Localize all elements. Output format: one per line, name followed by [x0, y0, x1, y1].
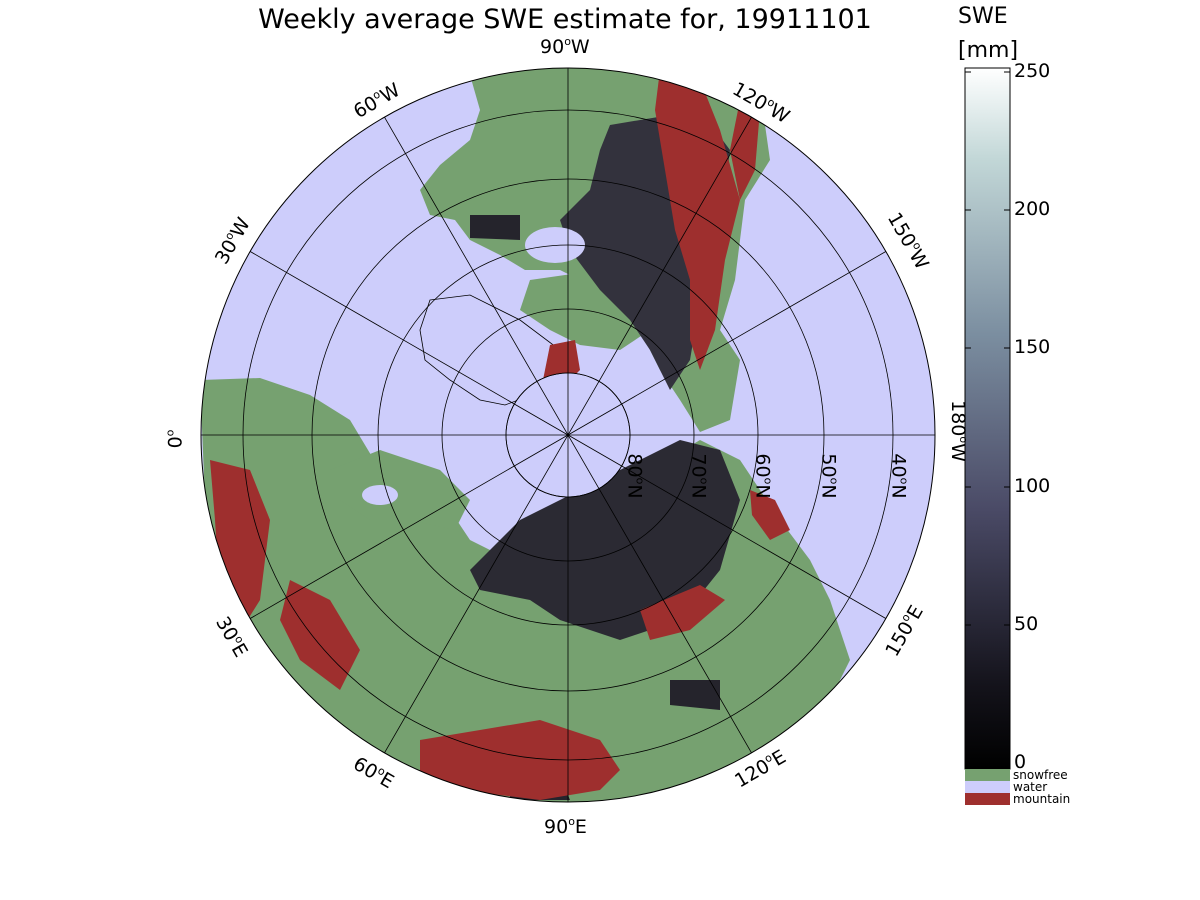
- greenland-outline: [419, 294, 561, 406]
- longitude-label: 0o: [163, 429, 187, 449]
- snow-patch-1: [670, 680, 720, 710]
- latitude-label: 70oN: [687, 453, 711, 499]
- latitude-label: 60oN: [751, 453, 775, 499]
- longitude-grid: [201, 68, 935, 802]
- colorbar: [964, 67, 1011, 770]
- landmass-scandinavia: [330, 450, 470, 530]
- colorbar-unit: [mm]: [958, 38, 1019, 63]
- colorbar-tick-label: 250: [1014, 60, 1051, 82]
- latitude-label: 50oN: [817, 453, 841, 499]
- colorbar-tick-label: 50: [1014, 613, 1039, 635]
- map-disk: [201, 68, 935, 802]
- legend-swatch-snowfree: [965, 769, 1010, 781]
- legend-swatch-mountain: [965, 793, 1010, 805]
- snow-patch-3: [470, 215, 520, 240]
- mountain-siberia: [640, 585, 725, 640]
- map-title: Weekly average SWE estimate for, 1991110…: [258, 4, 872, 35]
- mountain-ural-caucasus: [280, 580, 360, 690]
- longitude-label: 90oW: [540, 35, 590, 58]
- colorbar-ticks: [965, 71, 1010, 626]
- mountain-rockies: [655, 70, 740, 370]
- latitude-label: 40oN: [887, 453, 911, 499]
- colorbar-tick-label: 0: [1014, 751, 1027, 773]
- legend-swatch-water: [965, 781, 1010, 793]
- longitude-label: 90oE: [544, 815, 587, 838]
- mountain-kamchatka: [750, 490, 790, 540]
- legend-label-water: water: [1013, 780, 1048, 794]
- colorbar-tick-label: 100: [1014, 475, 1051, 497]
- latitude-label: 80oN: [623, 453, 647, 499]
- colorbar-title: SWE: [958, 4, 1008, 29]
- map-border: [200, 67, 936, 803]
- lake-baltic: [362, 485, 398, 505]
- longitude-label: 180oW: [946, 400, 970, 462]
- colorbar-tick-label: 150: [1014, 336, 1051, 358]
- colorbar-tick-label: 200: [1014, 198, 1051, 220]
- legend-label-mountain: mountain: [1013, 792, 1071, 806]
- mountain-tibet: [420, 720, 620, 800]
- mountain-rockies-north: [730, 100, 760, 200]
- lake-hudson-bay: [525, 227, 585, 263]
- snow-siberia: [470, 440, 740, 640]
- legend-label-snowfree: snowfree: [1013, 768, 1068, 782]
